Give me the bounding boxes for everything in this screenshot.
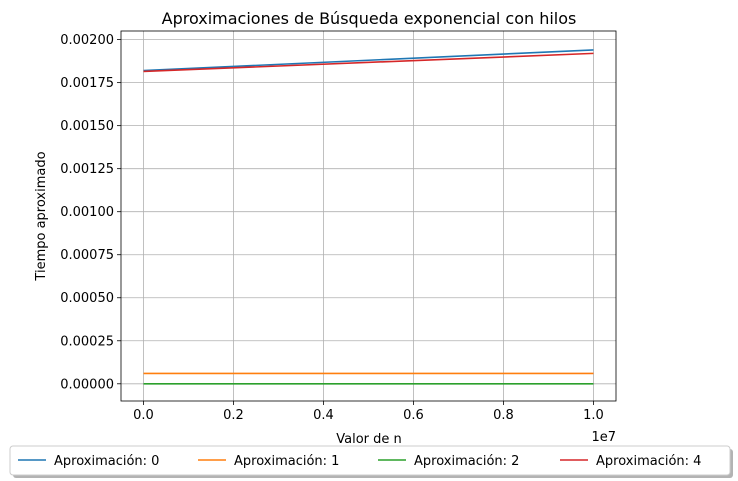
x-axis-offset: 1e7 — [591, 430, 616, 445]
x-tick-label: 0.8 — [493, 408, 514, 423]
grid — [121, 31, 616, 401]
y-tick-label: 0.00000 — [60, 377, 114, 392]
y-tick-label: 0.00175 — [60, 76, 114, 91]
series-line-3 — [143, 52, 594, 73]
y-axis-label: Tiempo aproximado — [34, 151, 49, 281]
legend-label-1: Aproximación: 1 — [234, 454, 339, 469]
x-tick-label: 0.6 — [403, 408, 424, 423]
x-axis-label: Valor de n — [336, 432, 402, 447]
x-tick-label: 0.2 — [223, 408, 244, 423]
x-tick-label: 1.0 — [583, 408, 604, 423]
x-tick-label: 0.4 — [313, 408, 334, 423]
y-tick-label: 0.00025 — [60, 334, 114, 349]
x-axis: 0.0 0.2 0.4 0.6 0.8 1.0 — [133, 401, 604, 423]
legend-label-3: Aproximación: 4 — [596, 454, 701, 469]
y-tick-label: 0.00050 — [60, 291, 114, 306]
y-tick-label: 0.00100 — [60, 205, 114, 220]
y-tick-label: 0.00075 — [60, 248, 114, 263]
legend-label-0: Aproximación: 0 — [54, 454, 159, 469]
y-tick-label: 0.00200 — [60, 33, 114, 48]
legend-label-2: Aproximación: 2 — [414, 454, 519, 469]
series-lines — [143, 49, 594, 385]
y-tick-label: 0.00125 — [60, 162, 114, 177]
y-tick-label: 0.00150 — [60, 119, 114, 134]
plot-frame — [120, 30, 617, 402]
x-tick-label: 0.0 — [133, 408, 154, 423]
legend-box — [9, 445, 731, 476]
chart-title: Aproximaciones de Búsqueda exponencial c… — [162, 9, 577, 28]
y-axis: 0.00000 0.00025 0.00050 0.00075 0.00100 0.001… — [60, 33, 121, 392]
legend: Aproximación: 0 Aproximación: 1 Aproximaci… — [9, 445, 733, 478]
series-line-0 — [143, 49, 594, 72]
